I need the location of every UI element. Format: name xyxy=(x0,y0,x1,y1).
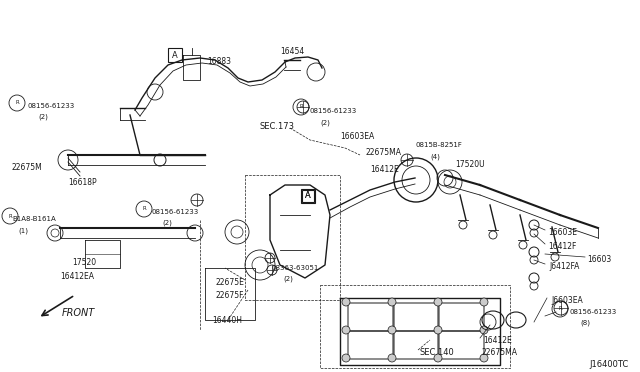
Text: (2): (2) xyxy=(38,114,48,121)
Text: 22675MA: 22675MA xyxy=(482,348,518,357)
Bar xyxy=(168,48,182,62)
Circle shape xyxy=(388,326,396,334)
Text: 22675F: 22675F xyxy=(215,291,243,300)
Text: R: R xyxy=(142,206,146,212)
Text: SEC.140: SEC.140 xyxy=(420,348,455,357)
Circle shape xyxy=(434,326,442,334)
Text: 16603EA: 16603EA xyxy=(340,132,374,141)
Text: (2): (2) xyxy=(162,220,172,227)
Circle shape xyxy=(388,354,396,362)
Text: (2): (2) xyxy=(283,276,293,282)
Text: A: A xyxy=(172,51,178,60)
Text: R: R xyxy=(299,105,303,109)
Text: 22675E: 22675E xyxy=(215,278,244,287)
Text: 0815B-8251F: 0815B-8251F xyxy=(415,142,462,148)
Text: J6603EA: J6603EA xyxy=(551,296,583,305)
Text: FRONT: FRONT xyxy=(62,308,95,318)
Text: 17520: 17520 xyxy=(72,258,96,267)
Circle shape xyxy=(342,326,350,334)
Text: 17520U: 17520U xyxy=(455,160,484,169)
Text: 22675MA: 22675MA xyxy=(365,148,401,157)
Text: R: R xyxy=(8,214,12,218)
Text: 16603E: 16603E xyxy=(548,228,577,237)
Text: 16440H: 16440H xyxy=(212,316,242,325)
Circle shape xyxy=(388,298,396,306)
Text: (4): (4) xyxy=(430,153,440,160)
Text: (8): (8) xyxy=(580,320,590,327)
Text: (2): (2) xyxy=(320,119,330,125)
Circle shape xyxy=(434,298,442,306)
Text: 16412EA: 16412EA xyxy=(60,272,94,281)
Circle shape xyxy=(480,354,488,362)
Text: 16412E: 16412E xyxy=(370,165,399,174)
Text: 08363-63051: 08363-63051 xyxy=(272,265,319,271)
Text: A: A xyxy=(305,192,311,201)
Text: (1): (1) xyxy=(18,227,28,234)
Text: 08156-61233: 08156-61233 xyxy=(569,309,616,315)
Circle shape xyxy=(434,354,442,362)
Circle shape xyxy=(480,298,488,306)
Text: R: R xyxy=(15,100,19,106)
Circle shape xyxy=(342,298,350,306)
Text: 16603: 16603 xyxy=(587,255,611,264)
Text: 16883: 16883 xyxy=(207,57,231,66)
Text: 16454: 16454 xyxy=(280,47,304,56)
Text: SEC.173: SEC.173 xyxy=(260,122,295,131)
Text: 08156-61233: 08156-61233 xyxy=(152,209,199,215)
Text: 08156-61233: 08156-61233 xyxy=(310,108,357,114)
Circle shape xyxy=(480,326,488,334)
Bar xyxy=(301,189,315,203)
Bar xyxy=(302,190,314,202)
Circle shape xyxy=(342,354,350,362)
Text: 22675M: 22675M xyxy=(12,163,43,172)
Text: J6412FA: J6412FA xyxy=(549,262,579,271)
Text: J16400TC: J16400TC xyxy=(589,360,628,369)
Text: A: A xyxy=(305,192,311,201)
Text: 16618P: 16618P xyxy=(68,178,97,187)
Text: 16412F: 16412F xyxy=(548,242,577,251)
Text: 08156-61233: 08156-61233 xyxy=(27,103,74,109)
Text: R: R xyxy=(558,307,562,311)
Text: B1A8-B161A: B1A8-B161A xyxy=(12,216,56,222)
Text: 16412E: 16412E xyxy=(483,336,512,345)
